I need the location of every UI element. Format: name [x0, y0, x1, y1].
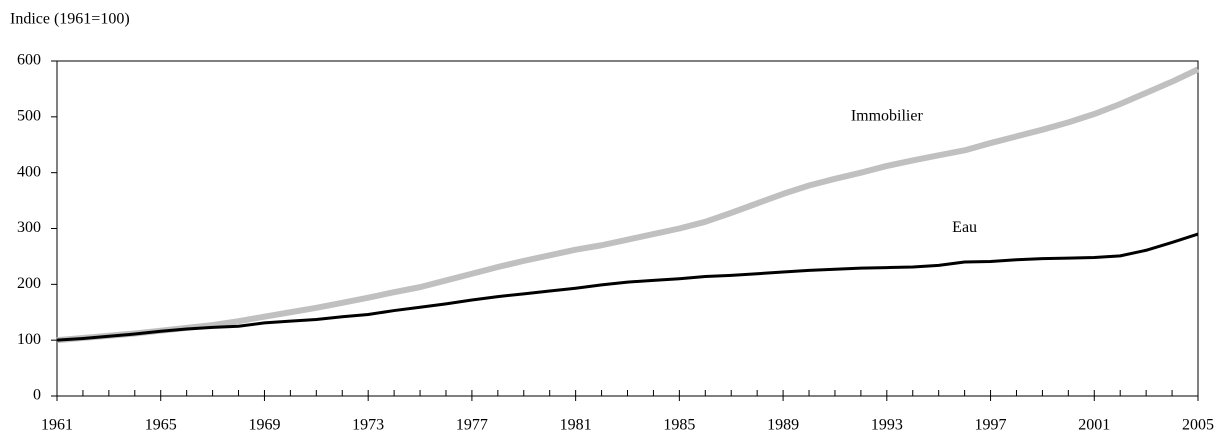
- x-tick-label: 1993: [871, 417, 903, 434]
- y-tick-label: 100: [17, 331, 41, 348]
- y-tick-label: 0: [33, 387, 41, 404]
- x-tick-label: 1989: [767, 417, 799, 434]
- y-axis-label: Indice (1961=100): [10, 11, 130, 28]
- series-label: Immobilier: [851, 108, 924, 125]
- line-series: [56, 232, 1199, 342]
- line-series: [56, 66, 1200, 344]
- series-label: Eau: [952, 219, 977, 236]
- x-tick-label: 1961: [41, 417, 73, 434]
- y-tick-label: 400: [17, 163, 41, 180]
- plot-frame: [56, 60, 1199, 397]
- x-tick-label: 2005: [1182, 417, 1214, 434]
- x-tick-label: 1977: [456, 417, 488, 434]
- y-tick-label: 200: [17, 275, 41, 292]
- x-tick-label: 1969: [248, 417, 280, 434]
- y-tick-label: 300: [17, 219, 41, 236]
- x-tick-label: 1965: [145, 417, 177, 434]
- x-tick-label: 1981: [560, 417, 592, 434]
- x-tick-label: 1985: [663, 417, 695, 434]
- x-tick-label: 2001: [1078, 417, 1110, 434]
- x-tick-label: 1997: [975, 417, 1007, 434]
- y-tick-label: 500: [17, 108, 41, 125]
- x-tick-label: 1973: [352, 417, 384, 434]
- y-tick-label: 600: [17, 52, 41, 69]
